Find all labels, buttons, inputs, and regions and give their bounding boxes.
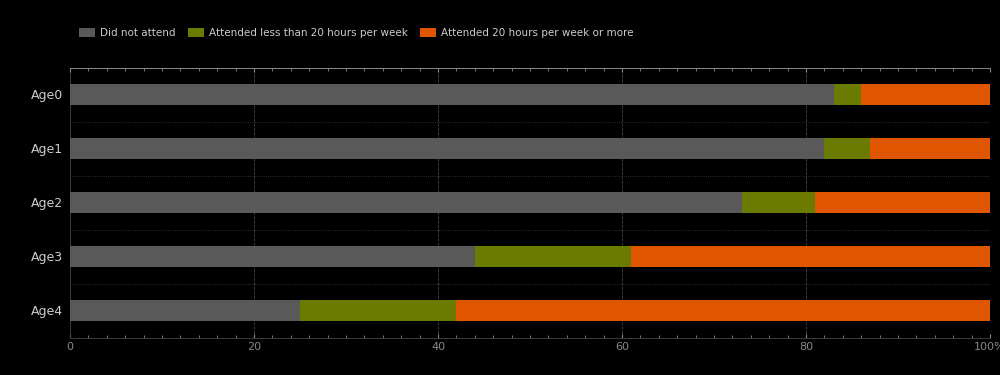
Bar xyxy=(475,246,631,267)
Bar xyxy=(742,192,815,213)
Bar xyxy=(70,138,824,159)
Bar xyxy=(70,192,742,213)
Bar xyxy=(834,84,861,105)
Bar xyxy=(815,192,990,213)
Legend: Did not attend, Attended less than 20 hours per week, Attended 20 hours per week: Did not attend, Attended less than 20 ho… xyxy=(75,24,638,42)
Bar xyxy=(824,138,870,159)
Bar xyxy=(70,300,300,321)
Bar xyxy=(870,138,990,159)
Bar xyxy=(456,300,990,321)
Bar xyxy=(300,300,456,321)
Bar xyxy=(631,246,990,267)
Bar xyxy=(70,84,834,105)
Bar xyxy=(861,84,990,105)
Bar xyxy=(70,246,475,267)
